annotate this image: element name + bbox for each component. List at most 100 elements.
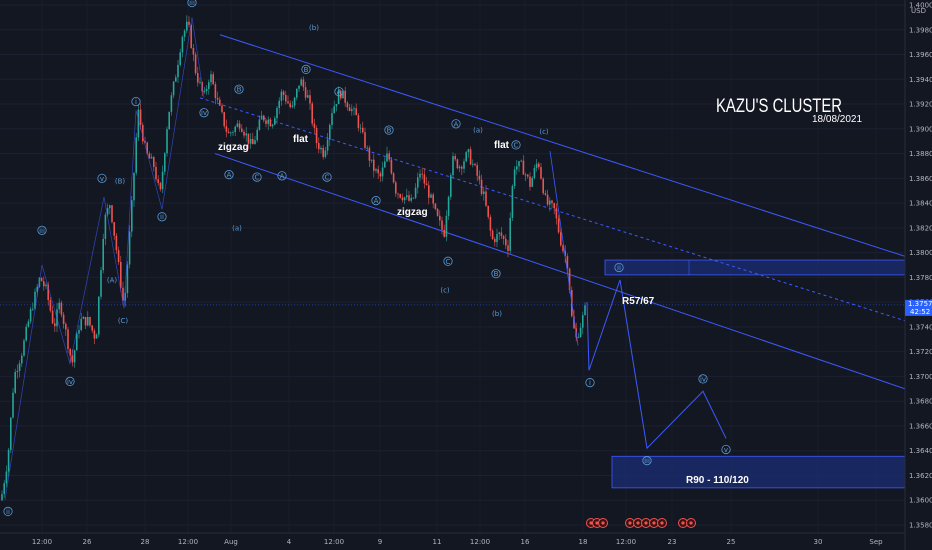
candle-body: [454, 156, 456, 160]
price-axis[interactable]: USD 1.40000 1.39800 1.39600 1.39400 1.39200 1…: [904, 0, 932, 550]
candle-body: [474, 163, 476, 166]
time-axis[interactable]: 12:00 26 28 12:00 Aug 4 12:00 9 11 12:00 16 18 12:00…: [0, 532, 905, 546]
candle-body: [381, 167, 384, 177]
wave-label: (b): [309, 24, 319, 32]
candle-body: [245, 133, 247, 136]
candle-body: [67, 329, 69, 349]
candle-body: [14, 372, 16, 393]
candle-body: [304, 87, 307, 98]
candle-body: [16, 370, 19, 373]
candle-body: [47, 284, 49, 301]
price-tick-label: 1.35800: [909, 522, 932, 530]
candle-body: [540, 167, 542, 179]
time-tick-label: 12:00: [324, 538, 344, 546]
annotation-flat-1: flat: [293, 134, 309, 145]
candle-body: [439, 215, 441, 221]
time-tick-label: 28: [141, 538, 150, 546]
candle-body: [298, 85, 300, 89]
candle-body: [12, 392, 14, 418]
candle-body: [232, 131, 234, 133]
candle-body: [71, 355, 74, 363]
candle-body: [399, 194, 401, 198]
projection-path: [586, 279, 727, 450]
candle-body: [32, 308, 34, 310]
wave-label: (c): [539, 128, 549, 136]
candle-body: [87, 317, 89, 326]
candle-body: [507, 245, 509, 251]
candle-body: [582, 315, 584, 328]
candle-body: [430, 194, 432, 198]
candle-body: [463, 161, 465, 169]
wave-label-circle: [698, 374, 708, 384]
candle-body: [419, 173, 421, 178]
time-tick-label: 23: [668, 538, 677, 546]
candle-body: [194, 54, 197, 74]
wave-label-circle: [97, 173, 107, 183]
wave-label-circle: [491, 269, 501, 279]
candle-body: [315, 128, 318, 144]
candle-body: [161, 171, 164, 190]
candle-body: [225, 126, 228, 132]
wave-label-circle: [252, 172, 262, 182]
candle-body: [516, 166, 518, 170]
event-marker-dot: [601, 521, 605, 525]
annotation-r90: R90 - 110/120: [686, 475, 749, 486]
zone-r57-67: [604, 259, 906, 276]
candle-body: [331, 113, 333, 125]
candle-body: [544, 193, 547, 195]
candle-body: [573, 316, 575, 329]
price-tick-label: 1.38400: [909, 200, 932, 208]
candle-body: [546, 194, 549, 205]
candle-body: [188, 21, 190, 25]
event-markers[interactable]: [586, 518, 696, 528]
candle-body: [100, 270, 102, 297]
wave-label-circle: [443, 256, 453, 266]
candle-body: [348, 107, 351, 112]
candle-body: [120, 262, 122, 288]
zone-r90-110-120: [611, 455, 906, 489]
candle-body: [302, 79, 305, 88]
candle-body: [214, 84, 217, 98]
candle-body: [282, 91, 285, 96]
event-marker-dot: [589, 521, 593, 525]
candle-body: [428, 185, 430, 198]
price-tick-label: 1.36400: [909, 447, 932, 455]
candle-body: [263, 115, 265, 121]
wave-label: i: [589, 379, 591, 387]
wave-label-circle: [157, 212, 167, 222]
candle-body: [370, 159, 373, 161]
candle-body: [115, 235, 118, 251]
candle-body: [265, 120, 267, 124]
candle-body: [511, 186, 514, 218]
candle-body: [289, 103, 291, 107]
candle-body: [27, 321, 30, 327]
candle-body: [60, 302, 63, 315]
time-tick-label: 12:00: [470, 538, 490, 546]
candle-body: [441, 220, 443, 230]
candle-body: [117, 250, 120, 263]
candle-body: [524, 174, 527, 176]
event-marker-dot: [689, 521, 693, 525]
time-tick-label: 30: [814, 538, 823, 546]
candle-body: [203, 91, 206, 92]
candle-body: [109, 205, 111, 209]
price-tick-label: 1.37200: [909, 348, 932, 356]
candle-body: [192, 47, 195, 55]
candle-body: [412, 197, 415, 199]
candle-body: [172, 81, 175, 96]
candle-body: [157, 179, 159, 184]
candle-body: [293, 97, 296, 106]
candle-body: [212, 74, 214, 85]
candle-body: [230, 132, 232, 134]
candle-body: [406, 195, 408, 198]
candle-body: [535, 163, 538, 168]
wave-label: ii: [6, 508, 10, 516]
candle-body: [357, 115, 360, 128]
candle-body: [111, 205, 113, 223]
annotation-zigzag-1: zigzag: [218, 142, 249, 153]
candle-body: [126, 264, 129, 294]
wave-label-circle: [224, 170, 234, 180]
candle-body: [373, 159, 375, 171]
candle-body: [258, 119, 261, 130]
